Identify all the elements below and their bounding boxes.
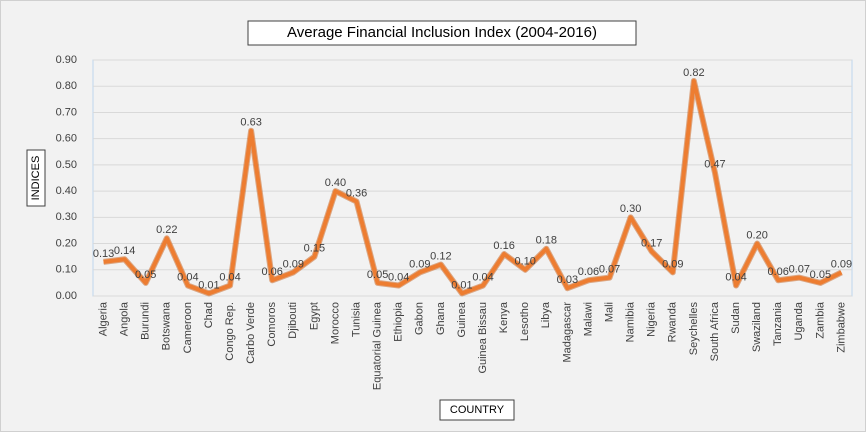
data-label: 0.01 — [198, 279, 219, 291]
data-label: 0.63 — [240, 117, 261, 129]
y-axis-label: INDICES — [30, 156, 42, 201]
x-tick-label: Guinea Bissau — [477, 302, 489, 374]
y-tick-label: 0.00 — [56, 290, 77, 302]
data-label: 0.09 — [283, 258, 304, 270]
chart-title: Average Financial Inclusion Index (2004-… — [287, 24, 597, 41]
x-tick-label: Guinea — [456, 301, 468, 337]
y-tick-label: 0.30 — [56, 211, 77, 223]
x-tick-label: Angola — [119, 301, 131, 336]
title-box — [247, 20, 637, 46]
plot-area — [92, 59, 853, 297]
x-tick-label: Djibouti — [287, 302, 299, 339]
data-label: 0.03 — [557, 274, 578, 286]
data-label: 0.04 — [177, 271, 198, 283]
data-label: 0.40 — [325, 177, 346, 189]
data-label: 0.09 — [831, 258, 852, 270]
x-tick-label: Tanzania — [772, 301, 784, 346]
data-label: 0.04 — [388, 271, 409, 283]
data-label: 0.10 — [514, 256, 535, 268]
x-tick-label: Chad — [203, 302, 215, 328]
data-label: 0.05 — [810, 269, 831, 281]
x-tick-label: Zimbabwe — [835, 302, 847, 353]
data-label: 0.01 — [451, 279, 472, 291]
y-tick-label: 0.80 — [56, 80, 77, 92]
x-tick-label: Mali — [603, 302, 615, 322]
data-label: 0.06 — [578, 266, 599, 278]
y-tick-label: 0.90 — [56, 54, 77, 66]
y-label-box — [26, 149, 46, 207]
y-tick-label: 0.40 — [56, 185, 77, 197]
x-tick-label: Congo Rep. — [224, 302, 236, 361]
data-label: 0.09 — [662, 258, 683, 270]
x-tick-label: Rwanda — [667, 301, 679, 342]
line — [103, 78, 843, 296]
x-tick-label: Botswana — [161, 301, 173, 350]
y-tick-label: 0.50 — [56, 159, 77, 171]
data-label: 0.04 — [725, 271, 746, 283]
x-tick-label: Ethiopia — [393, 301, 405, 342]
x-tick-label: Cameroon — [182, 302, 194, 353]
x-tick-label: Carbo Verde — [245, 302, 257, 364]
x-tick-label: Malawi — [582, 302, 594, 336]
x-label-box — [439, 399, 515, 421]
x-tick-label: Swaziland — [751, 302, 763, 352]
data-label: 0.36 — [346, 188, 367, 200]
data-label: 0.47 — [704, 159, 725, 171]
x-tick-label: Equatorial Guinea — [372, 301, 384, 390]
x-tick-label: Sudan — [730, 302, 742, 334]
x-tick-label: Gabon — [414, 302, 426, 335]
x-axis-label: COUNTRY — [450, 404, 505, 416]
data-label: 0.17 — [641, 237, 662, 249]
data-label: 0.16 — [493, 240, 514, 252]
x-tick-label: Lesotho — [519, 302, 531, 341]
x-tick-label: Morocco — [329, 302, 341, 344]
data-label: 0.18 — [536, 235, 557, 247]
data-label: 0.04 — [472, 271, 493, 283]
x-tick-label: Algeria — [97, 301, 109, 336]
x-tick-label: Zambia — [814, 301, 826, 339]
y-tick-label: 0.60 — [56, 133, 77, 145]
data-label: 0.05 — [367, 269, 388, 281]
x-tick-label: Uganda — [793, 301, 805, 340]
y-tick-label: 0.70 — [56, 106, 77, 118]
data-label: 0.05 — [135, 269, 156, 281]
x-tick-label: Burundi — [140, 302, 152, 340]
x-tick-label: Ghana — [435, 301, 447, 335]
x-tick-label: Kenya — [498, 301, 510, 333]
x-tick-label: Madagascar — [561, 302, 573, 363]
x-tick-label: Seychelles — [688, 302, 700, 356]
y-tick-label: 0.20 — [56, 237, 77, 249]
data-label: 0.82 — [683, 67, 704, 79]
data-label: 0.06 — [767, 266, 788, 278]
x-tick-label: Libya — [540, 301, 552, 328]
x-tick-label: Tunisia — [350, 301, 362, 337]
x-tick-label: Comoros — [266, 302, 278, 347]
data-label: 0.13 — [93, 248, 114, 260]
x-tick-label: Namibia — [625, 301, 637, 342]
data-label: 0.20 — [746, 229, 767, 241]
x-tick-label: Egypt — [308, 302, 320, 330]
data-label: 0.07 — [789, 264, 810, 276]
x-tick-label: South Africa — [709, 301, 721, 361]
data-label: 0.22 — [156, 224, 177, 236]
data-label: 0.09 — [409, 258, 430, 270]
x-tick-label: Nigeria — [646, 301, 658, 337]
data-label: 0.06 — [261, 266, 282, 278]
data-label: 0.15 — [304, 243, 325, 255]
data-label: 0.07 — [599, 264, 620, 276]
data-label: 0.30 — [620, 203, 641, 215]
data-label: 0.12 — [430, 250, 451, 262]
data-label: 0.04 — [219, 271, 240, 283]
data-label: 0.14 — [114, 245, 135, 257]
y-tick-label: 0.10 — [56, 264, 77, 276]
